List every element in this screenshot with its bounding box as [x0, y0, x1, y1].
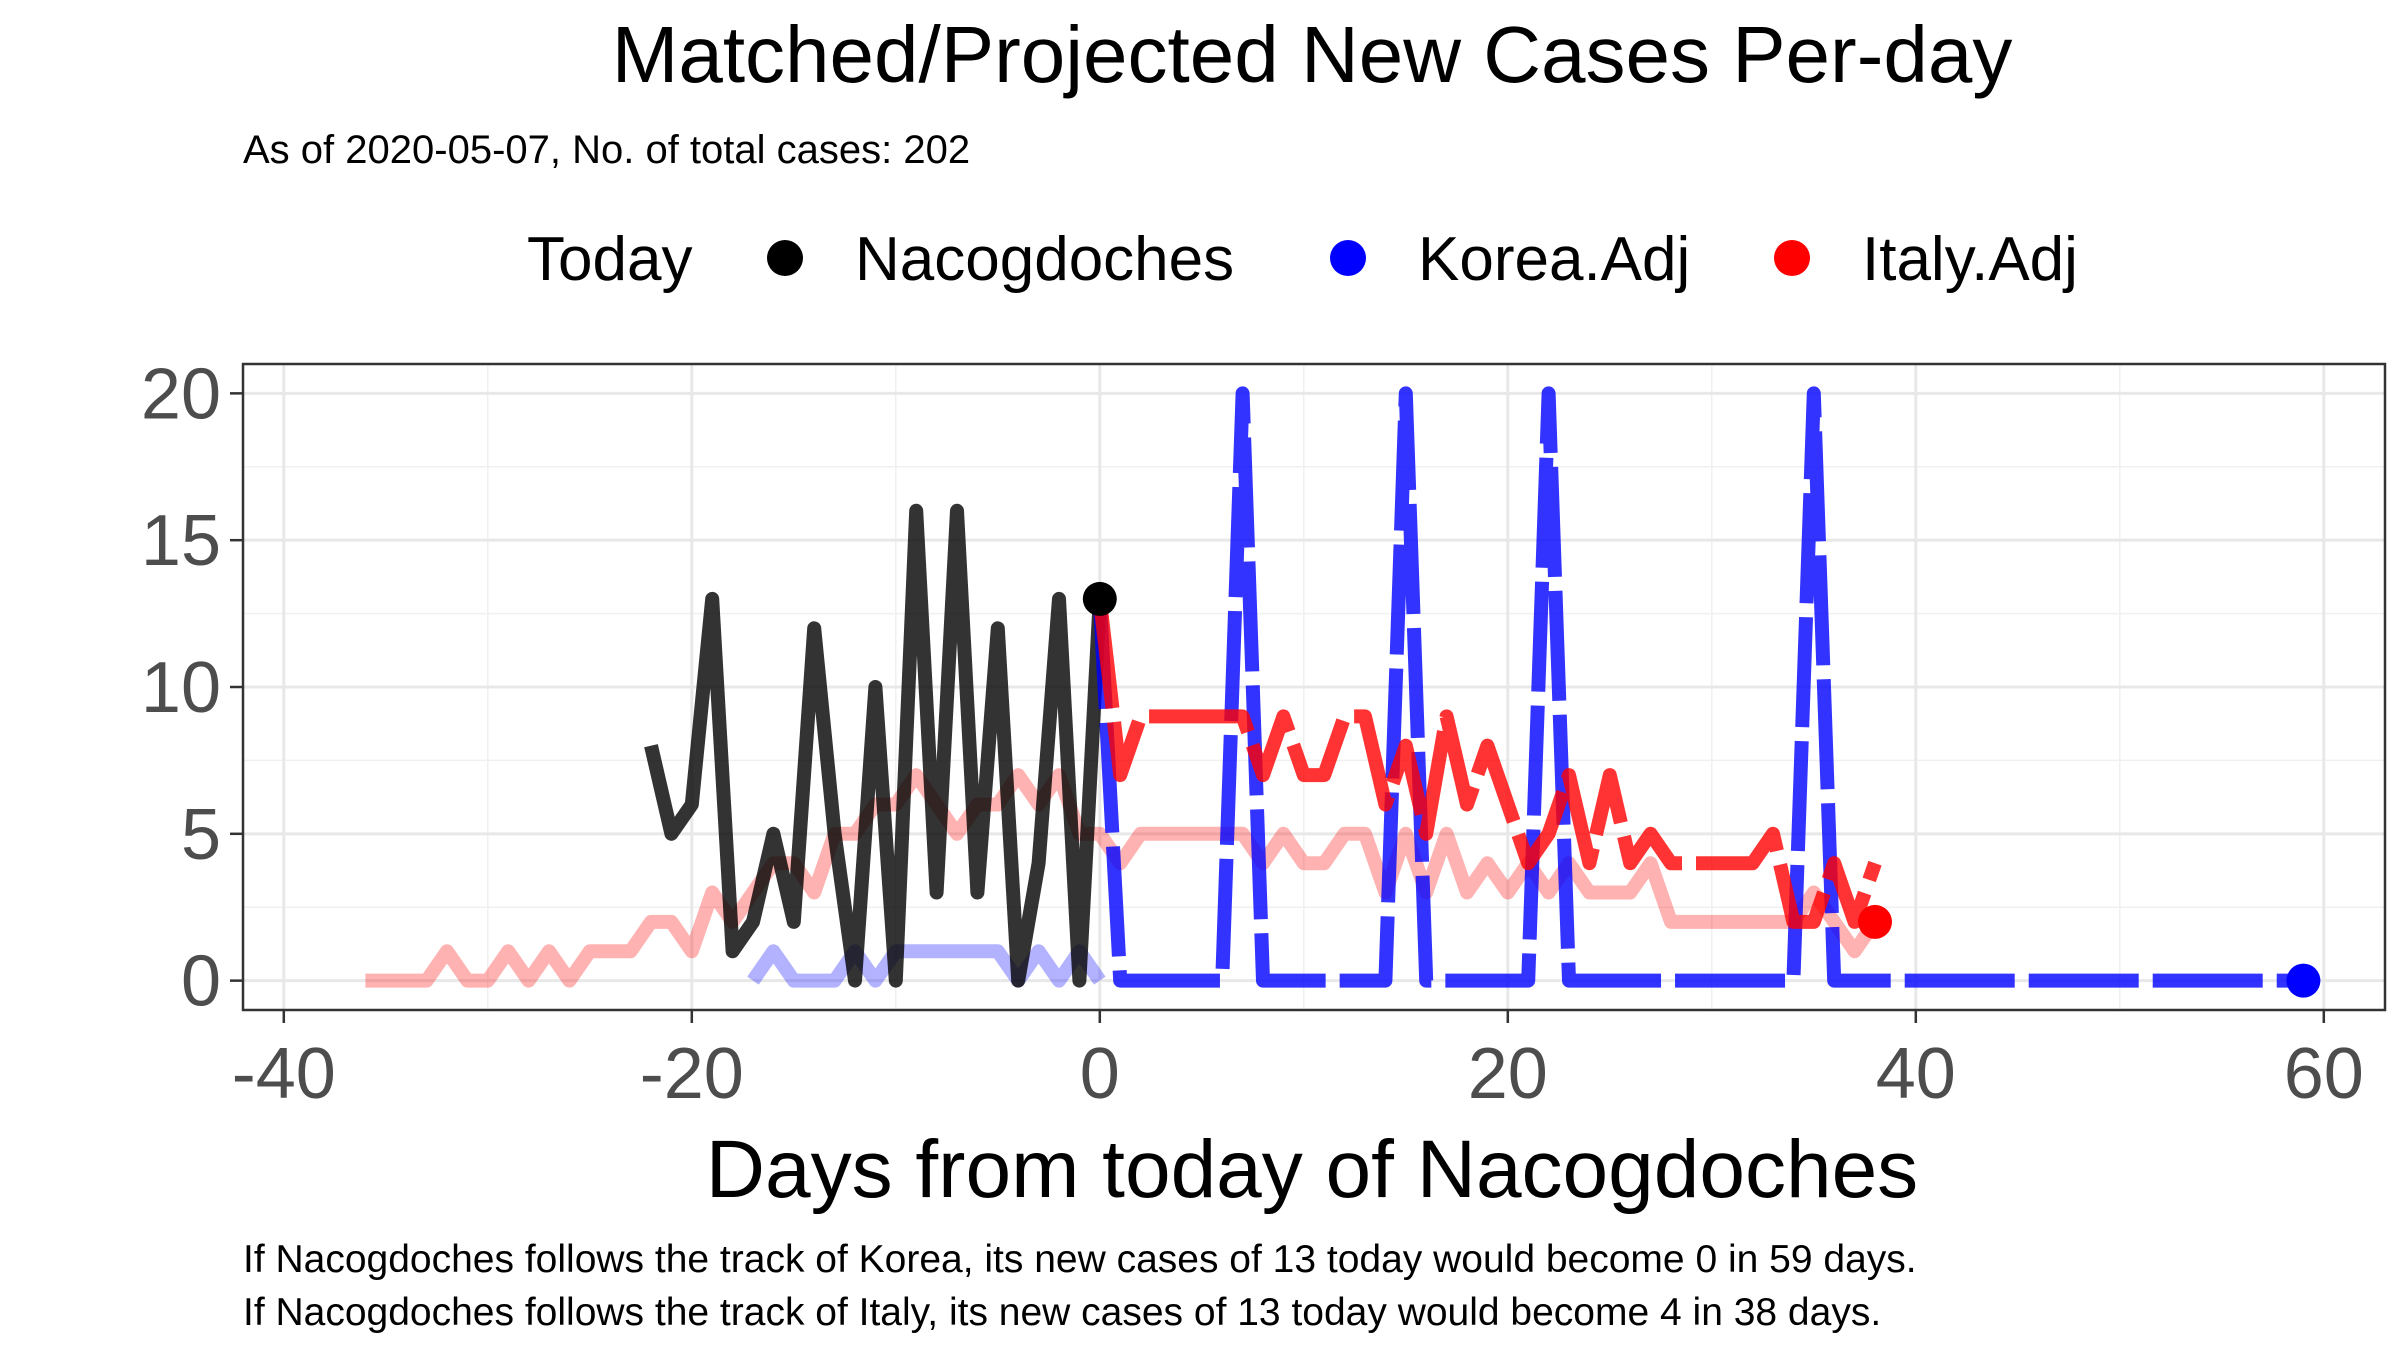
x-tick-label: -20: [640, 1034, 744, 1114]
legend-label-italy: Italy.Adj: [1862, 225, 2078, 294]
grid-lines: [243, 364, 2385, 1010]
legend-title: Today: [527, 225, 692, 294]
series-line-korea-adj-matched: [747, 944, 1106, 988]
x-tick-label: 60: [2284, 1034, 2364, 1114]
legend-label-nacogdoches: Nacogdoches: [855, 225, 1234, 294]
legend: Today Nacogdoches Korea.Adj Italy.Adj: [527, 225, 2078, 294]
y-tick-label: 5: [181, 795, 221, 875]
chart-subtitle: As of 2020-05-07, No. of total cases: 20…: [243, 128, 970, 172]
marker-italy-adj: [1858, 904, 1892, 939]
y-tick-label: 15: [141, 501, 221, 581]
y-tick-label: 10: [141, 648, 221, 728]
chart-title: Matched/Projected New Cases Per-day: [612, 10, 2013, 99]
series-line-nacogdoches-actual: [644, 503, 1107, 988]
series-lines: [365, 386, 2304, 988]
y-tick-label: 20: [141, 354, 221, 434]
marker-nacogdoches: [1082, 581, 1117, 616]
x-tick-label: 0: [1080, 1034, 1120, 1114]
series-line-italy-adj-projected: [1092, 598, 1882, 929]
y-tick-label: 0: [181, 942, 221, 1022]
legend-swatch-nacogdoches: [767, 240, 803, 276]
legend-swatch-italy: [1774, 240, 1810, 276]
y-axis: 0 5 10 15 20: [141, 354, 243, 1022]
x-tick-label: 40: [1876, 1034, 1956, 1114]
marker-korea-adj: [2286, 963, 2321, 998]
caption-italy: If Nacogdoches follows the track of Ital…: [243, 1291, 1881, 1334]
x-axis-title: Days from today of Nacogdoches: [706, 1124, 1918, 1215]
today-markers: [1082, 581, 2321, 998]
caption-korea: If Nacogdoches follows the track of Kore…: [243, 1238, 1917, 1281]
series-line-korea-adj-projected: [1092, 386, 2304, 988]
x-tick-label: -40: [232, 1034, 336, 1114]
legend-swatch-korea: [1330, 240, 1366, 276]
x-tick-label: 20: [1468, 1034, 1548, 1114]
legend-label-korea: Korea.Adj: [1418, 225, 1690, 294]
x-axis: -40 -20 0 20 40 60: [232, 1010, 2364, 1114]
